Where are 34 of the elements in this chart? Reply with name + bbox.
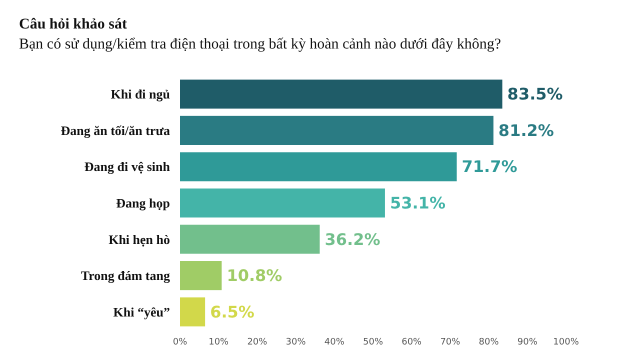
data-label: 6.5% (210, 302, 254, 322)
data-label: 10.8% (226, 266, 282, 286)
x-tick-label: 70% (440, 338, 461, 348)
bar (180, 152, 457, 182)
y-tick-label: Khi đi ngủ (110, 86, 170, 102)
y-tick-label: Khi hẹn hò (108, 232, 170, 247)
bar (180, 297, 206, 326)
bar (180, 188, 385, 218)
x-tick-label: 50% (362, 338, 384, 348)
x-tick-label: 10% (208, 338, 230, 348)
x-tick-label: 100% (553, 338, 580, 348)
data-label: 71.7% (462, 157, 518, 176)
x-tick-label: 30% (286, 338, 306, 348)
x-tick-label: 40% (324, 338, 345, 348)
y-tick-label: Trong đám tang (80, 268, 170, 284)
y-tick-label: Khi “yêu” (113, 304, 170, 320)
data-label: 81.2% (498, 120, 554, 140)
data-label: 36.2% (324, 230, 380, 249)
chart-title: Câu hỏi khảo sát (19, 16, 127, 32)
bar (180, 261, 222, 290)
data-label: 83.5% (507, 84, 563, 104)
data-label: 53.1% (390, 194, 446, 212)
x-tick-label: 60% (402, 338, 422, 348)
x-tick-label: 90% (517, 338, 538, 348)
y-tick-label: Đang ăn tối/ăn trưa (60, 122, 170, 138)
bar (180, 224, 320, 254)
bar (180, 80, 502, 109)
x-tick-label: 0% (172, 338, 188, 348)
x-tick-label: 20% (247, 338, 268, 348)
y-tick-label: Đang họp (116, 196, 170, 210)
bar (180, 116, 494, 145)
x-tick-label: 80% (478, 338, 500, 348)
y-tick-label: Đang đi vệ sinh (84, 159, 171, 174)
chart-subtitle: Bạn có sử dụng/kiểm tra điện thoại trong bất kỳ hoàn cảnh nào dưới đây không? (19, 36, 502, 52)
